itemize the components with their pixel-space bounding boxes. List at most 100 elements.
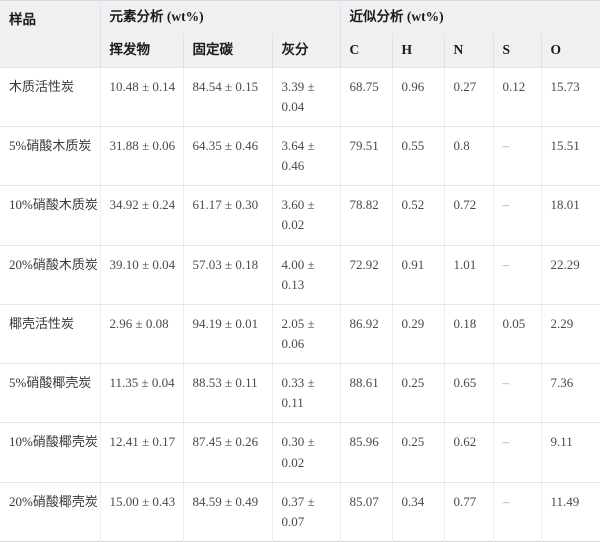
header-group-proximate: 近似分析 (wt%) [339, 0, 600, 34]
cell-carbon: 72.92 [339, 244, 393, 305]
cell-fixed-carbon: 87.45 ± 0.26 [183, 422, 273, 483]
cell-sample: 10%硝酸木质炭 [0, 185, 101, 246]
cell-sulfur: – [493, 244, 542, 305]
header-nitrogen: N [444, 33, 494, 68]
cell-fixed-carbon: 84.54 ± 0.15 [183, 66, 273, 127]
cell-hydrogen: 0.52 [392, 185, 445, 246]
cell-sulfur: – [493, 422, 542, 483]
cell-ash: 2.05 ± 0.06 [272, 303, 341, 364]
cell-sulfur: 0.05 [493, 303, 542, 364]
table-row: 10%硝酸椰壳炭 12.41 ± 0.17 87.45 ± 0.26 0.30 ± 0… [0, 422, 600, 483]
cell-ash: 3.39 ± 0.04 [272, 66, 341, 127]
cell-hydrogen: 0.34 [392, 481, 445, 542]
cell-sulfur: – [493, 481, 542, 542]
cell-fixed-carbon: 94.19 ± 0.01 [183, 303, 273, 364]
cell-sample: 10%硝酸椰壳炭 [0, 422, 101, 483]
cell-fixed-carbon: 84.59 ± 0.49 [183, 481, 273, 542]
header-group-row: 样品 元素分析 (wt%) 近似分析 (wt%) [0, 0, 600, 68]
table-row: 5%硝酸木质炭 31.88 ± 0.06 64.35 ± 0.46 3.64 ± 0.… [0, 126, 600, 186]
cell-sample: 20%硝酸椰壳炭 [0, 481, 101, 542]
header-sub-row: 挥发物 固定碳 灰分 C H N S O [0, 33, 600, 68]
no-data-dash: – [502, 493, 510, 509]
table-header: 样品 元素分析 (wt%) 近似分析 (wt%) 挥发物 固定碳 灰分 C H … [0, 0, 600, 68]
table-row: 椰壳活性炭 2.96 ± 0.08 94.19 ± 0.01 2.05 ± 0.06 8… [0, 303, 600, 364]
no-data-dash: – [502, 256, 510, 272]
header-sample: 样品 [0, 0, 101, 68]
cell-hydrogen: 0.96 [392, 66, 445, 127]
cell-oxygen: 9.11 [541, 422, 600, 483]
no-data-dash: – [502, 197, 510, 213]
cell-carbon: 85.07 [339, 481, 393, 542]
cell-hydrogen: 0.29 [392, 303, 445, 364]
cell-oxygen: 15.51 [541, 126, 600, 186]
no-data-dash: – [502, 434, 510, 450]
cell-carbon: 79.51 [339, 126, 393, 186]
cell-oxygen: 2.29 [541, 303, 600, 364]
no-data-dash: – [502, 138, 510, 154]
cell-volatile: 2.96 ± 0.08 [100, 303, 184, 364]
cell-nitrogen: 0.62 [444, 422, 494, 483]
cell-volatile: 10.48 ± 0.14 [100, 66, 184, 127]
table-row: 10%硝酸木质炭 34.92 ± 0.24 61.17 ± 0.30 3.60 ± 0… [0, 185, 600, 246]
table-row: 木质活性炭 10.48 ± 0.14 84.54 ± 0.15 3.39 ± 0.04… [0, 66, 600, 127]
cell-sulfur: – [493, 126, 542, 186]
cell-fixed-carbon: 64.35 ± 0.46 [183, 126, 273, 186]
cell-nitrogen: 0.27 [444, 66, 494, 127]
cell-sample: 5%硝酸椰壳炭 [0, 363, 101, 423]
cell-volatile: 15.00 ± 0.43 [100, 481, 184, 542]
cell-fixed-carbon: 88.53 ± 0.11 [183, 363, 273, 423]
cell-carbon: 85.96 [339, 422, 393, 483]
cell-oxygen: 7.36 [541, 363, 600, 423]
cell-hydrogen: 0.55 [392, 126, 445, 186]
cell-nitrogen: 0.18 [444, 303, 494, 364]
header-fixed-carbon: 固定碳 [183, 33, 273, 68]
cell-sulfur: – [493, 363, 542, 423]
cell-carbon: 78.82 [339, 185, 393, 246]
header-group-elemental: 元素分析 (wt%) [100, 0, 341, 34]
cell-ash: 0.30 ± 0.02 [272, 422, 341, 483]
cell-sulfur: – [493, 185, 542, 246]
cell-volatile: 39.10 ± 0.04 [100, 244, 184, 305]
cell-nitrogen: 0.72 [444, 185, 494, 246]
cell-hydrogen: 0.25 [392, 422, 445, 483]
cell-hydrogen: 0.91 [392, 244, 445, 305]
cell-nitrogen: 0.8 [444, 126, 494, 186]
table-row: 5%硝酸椰壳炭 11.35 ± 0.04 88.53 ± 0.11 0.33 ± 0.… [0, 363, 600, 423]
cell-fixed-carbon: 57.03 ± 0.18 [183, 244, 273, 305]
cell-ash: 4.00 ± 0.13 [272, 244, 341, 305]
table-row: 20%硝酸木质炭 39.10 ± 0.04 57.03 ± 0.18 4.00 ± 0… [0, 244, 600, 305]
table-body: 木质活性炭 10.48 ± 0.14 84.54 ± 0.15 3.39 ± 0.04… [0, 66, 600, 542]
cell-hydrogen: 0.25 [392, 363, 445, 423]
cell-carbon: 88.61 [339, 363, 393, 423]
cell-sample: 20%硝酸木质炭 [0, 244, 101, 305]
cell-volatile: 31.88 ± 0.06 [100, 126, 184, 186]
cell-sample: 椰壳活性炭 [0, 303, 101, 364]
cell-oxygen: 18.01 [541, 185, 600, 246]
cell-sulfur: 0.12 [493, 66, 542, 127]
cell-ash: 3.64 ± 0.46 [272, 126, 341, 186]
cell-sample: 5%硝酸木质炭 [0, 126, 101, 186]
header-ash: 灰分 [272, 33, 341, 68]
cell-carbon: 68.75 [339, 66, 393, 127]
no-data-dash: – [502, 375, 510, 391]
header-hydrogen: H [392, 33, 445, 68]
cell-carbon: 86.92 [339, 303, 393, 364]
cell-nitrogen: 0.65 [444, 363, 494, 423]
header-sulfur: S [493, 33, 542, 68]
cell-oxygen: 22.29 [541, 244, 600, 305]
cell-volatile: 34.92 ± 0.24 [100, 185, 184, 246]
cell-fixed-carbon: 61.17 ± 0.30 [183, 185, 273, 246]
header-volatile: 挥发物 [100, 33, 184, 68]
cell-ash: 0.37 ± 0.07 [272, 481, 341, 542]
cell-volatile: 12.41 ± 0.17 [100, 422, 184, 483]
cell-volatile: 11.35 ± 0.04 [100, 363, 184, 423]
cell-nitrogen: 0.77 [444, 481, 494, 542]
cell-ash: 0.33 ± 0.11 [272, 363, 341, 423]
header-carbon: C [339, 33, 393, 68]
table-row: 20%硝酸椰壳炭 15.00 ± 0.43 84.59 ± 0.49 0.37 ± 0… [0, 481, 600, 542]
cell-oxygen: 15.73 [541, 66, 600, 127]
cell-ash: 3.60 ± 0.02 [272, 185, 341, 246]
cell-sample: 木质活性炭 [0, 66, 101, 127]
